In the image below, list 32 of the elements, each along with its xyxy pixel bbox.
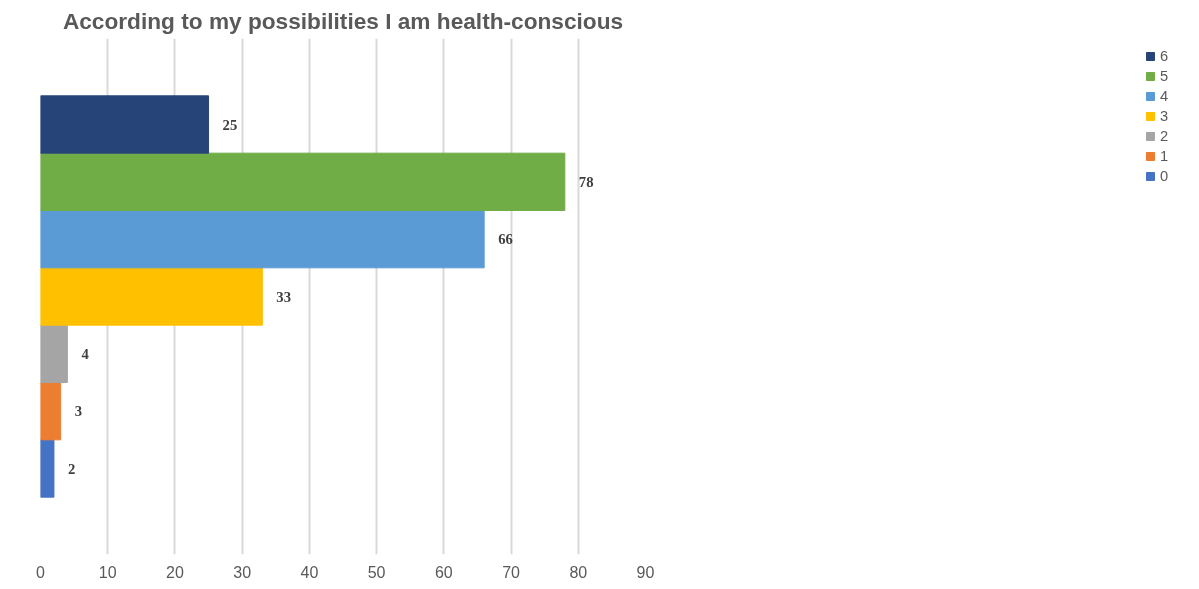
bar (40, 210, 485, 269)
bar (40, 382, 62, 441)
bar (40, 95, 210, 154)
data-label: 78 (578, 173, 594, 190)
x-tick-label: 90 (636, 563, 655, 581)
legend-label: 4 (1160, 88, 1170, 104)
bar (40, 152, 566, 211)
x-tick-label: 40 (300, 563, 319, 581)
x-tick-label: 50 (367, 563, 386, 581)
legend-label: 2 (1160, 128, 1170, 144)
x-tick-label: 0 (36, 563, 46, 581)
data-label: 4 (81, 345, 90, 362)
x-tick-label: 80 (569, 563, 588, 581)
bar (40, 439, 55, 498)
data-label: 3 (74, 403, 82, 420)
x-tick-label: 10 (98, 563, 117, 581)
legend-label: 6 (1160, 48, 1170, 64)
bar (40, 324, 68, 383)
bar (40, 267, 263, 326)
chart-title: According to my possibilities I am health-conscious (62, 7, 624, 34)
x-tick-label: 20 (166, 563, 184, 581)
x-tick-label: 60 (434, 563, 453, 581)
data-label: 25 (222, 116, 238, 133)
legend-label: 0 (1160, 168, 1170, 184)
legend-label: 1 (1160, 148, 1170, 164)
legend-label: 5 (1160, 68, 1170, 84)
x-tick-label: 30 (233, 563, 252, 581)
data-label: 33 (276, 288, 291, 305)
x-tick-label: 70 (502, 563, 521, 581)
data-label: 66 (498, 231, 513, 248)
legend-label: 3 (1160, 108, 1170, 124)
data-label: 2 (67, 460, 76, 477)
